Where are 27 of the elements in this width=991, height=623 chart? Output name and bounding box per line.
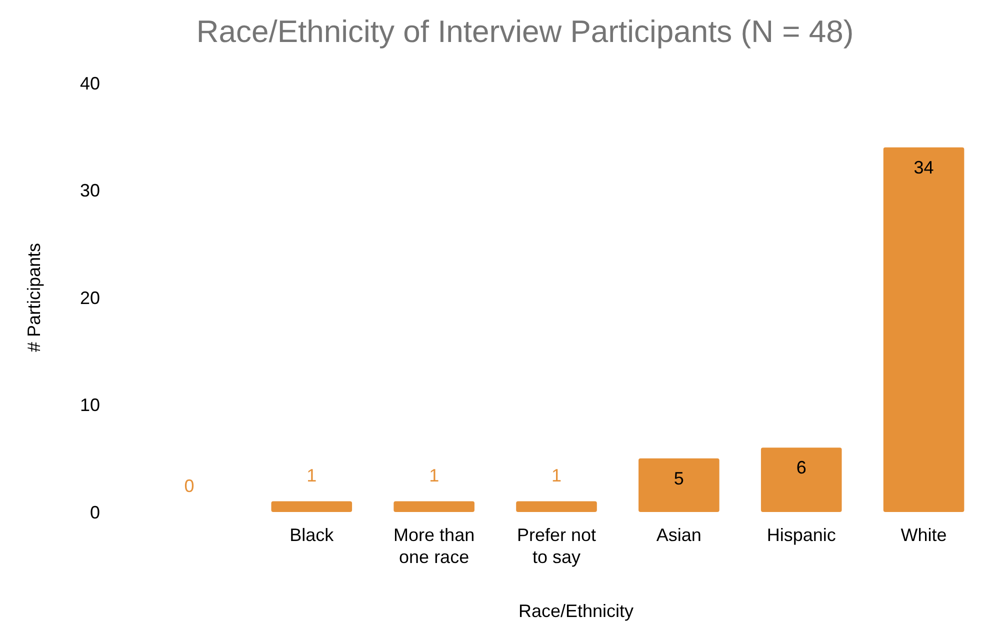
data-label: 5	[674, 468, 684, 488]
bar	[883, 147, 964, 512]
data-label: 34	[914, 157, 934, 178]
data-label: 6	[796, 458, 806, 478]
data-label: 0	[184, 476, 194, 496]
y-tick-label: 30	[80, 180, 100, 201]
x-tick-label: Hispanic	[766, 525, 836, 545]
data-label: 1	[306, 465, 317, 486]
bar	[516, 501, 597, 512]
y-tick-label: 0	[90, 502, 100, 522]
x-tick-label: Asian	[656, 525, 702, 545]
y-tick-label: 20	[80, 288, 100, 308]
bar	[271, 501, 352, 512]
y-tick-label: 10	[80, 395, 100, 416]
x-tick-label: More than one race	[394, 525, 475, 567]
x-tick-label: White	[900, 525, 947, 545]
x-tick-label: Black	[290, 525, 335, 545]
bar	[760, 448, 842, 512]
bar	[394, 501, 474, 512]
bar	[638, 458, 720, 512]
chart-title: Race/Ethnicity of Interview Participants (N = 48)	[196, 14, 854, 49]
data-label: 1	[429, 465, 440, 486]
data-label: 1	[551, 465, 562, 486]
x-axis-title: Race/Ethnicity	[518, 601, 634, 621]
x-tick-label: Prefer not to say	[516, 525, 596, 567]
y-tick-label: 40	[80, 73, 100, 94]
y-axis-title: # Participants	[24, 242, 44, 352]
